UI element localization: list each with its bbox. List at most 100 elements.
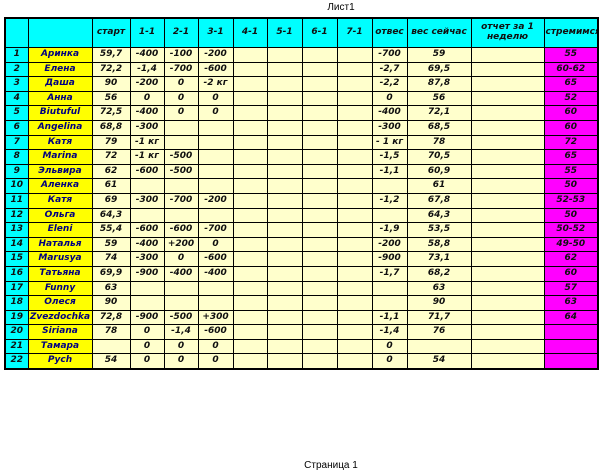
value-cell bbox=[266, 61, 303, 78]
value-cell bbox=[470, 90, 545, 107]
value-cell bbox=[266, 236, 303, 253]
value-cell bbox=[301, 119, 338, 136]
goal-cell bbox=[543, 353, 599, 370]
value-cell bbox=[197, 295, 234, 311]
value-cell bbox=[266, 163, 303, 180]
name-cell: Marusya bbox=[27, 251, 93, 267]
value-cell: -1,4 bbox=[129, 61, 165, 78]
value-cell bbox=[232, 90, 268, 107]
table-row: 18 Олеся 90 90 63 bbox=[4, 295, 599, 311]
table-row: 8 Marina 72 -1 кг -500 -1,5 70,5 65 bbox=[4, 149, 599, 165]
name-cell: Biutuful bbox=[27, 105, 93, 121]
goal-cell: 63 bbox=[543, 295, 599, 311]
value-cell bbox=[336, 105, 373, 121]
value-cell: -1,4 bbox=[163, 324, 199, 340]
value-cell bbox=[301, 265, 338, 282]
value-cell: 0 bbox=[129, 353, 165, 370]
row-number-cell: 19 bbox=[4, 309, 29, 326]
value-cell bbox=[163, 119, 199, 136]
value-cell bbox=[301, 76, 338, 92]
value-cell bbox=[232, 149, 268, 165]
column-header-2-1: 2-1 bbox=[163, 17, 199, 48]
value-cell: 59,7 bbox=[91, 47, 131, 63]
table-row: 19 Zvezdochka 72,8 -900 -500 +300 -1,1 71,7 64 bbox=[4, 309, 599, 326]
table-row: 14 Наталья 59 -400 +200 0 -200 58,8 49-50 bbox=[4, 236, 599, 253]
row-number-cell: 15 bbox=[4, 251, 29, 267]
value-cell bbox=[470, 76, 545, 92]
value-cell bbox=[232, 295, 268, 311]
value-cell bbox=[266, 324, 303, 340]
value-cell: 68,8 bbox=[91, 119, 131, 136]
table-row: 11 Катя 69 -300 -700 -200 -1,2 67,8 52-53 bbox=[4, 192, 599, 209]
value-cell: -200 bbox=[129, 76, 165, 92]
value-cell: 69,9 bbox=[91, 265, 131, 282]
value-cell: 59 bbox=[406, 47, 472, 63]
value-cell bbox=[470, 105, 545, 121]
goal-cell: 72 bbox=[543, 134, 599, 151]
name-cell: Даша bbox=[27, 76, 93, 92]
value-cell: 53,5 bbox=[406, 222, 472, 238]
value-cell bbox=[197, 280, 234, 297]
value-cell: 0 bbox=[197, 353, 234, 370]
value-cell: -400 bbox=[197, 265, 234, 282]
value-cell bbox=[197, 207, 234, 224]
value-cell: -600 bbox=[197, 61, 234, 78]
goal-cell: 60 bbox=[543, 105, 599, 121]
value-cell: 0 bbox=[163, 338, 199, 355]
table-row: 1 Аринка 59,7 -400 -100 -200 -700 59 55 bbox=[4, 47, 599, 63]
value-cell bbox=[301, 192, 338, 209]
value-cell bbox=[301, 324, 338, 340]
value-cell bbox=[232, 105, 268, 121]
value-cell bbox=[470, 353, 545, 370]
value-cell: 87,8 bbox=[406, 76, 472, 92]
value-cell: 0 bbox=[163, 76, 199, 92]
goal-cell: 52 bbox=[543, 90, 599, 107]
value-cell bbox=[301, 251, 338, 267]
table-header: старт 1-1 2-1 3-1 4-1 5-1 6-1 7-1 отвес вес сейча… bbox=[4, 17, 599, 48]
value-cell: -200 bbox=[197, 192, 234, 209]
table-row: 9 Эльвира 62 -600 -500 -1,1 60,9 55 bbox=[4, 163, 599, 180]
value-cell: 0 bbox=[197, 236, 234, 253]
table-row: 17 Funny 63 63 57 bbox=[4, 280, 599, 297]
row-number-cell: 2 bbox=[4, 61, 29, 78]
value-cell bbox=[336, 149, 373, 165]
value-cell bbox=[470, 134, 545, 151]
goal-cell: 55 bbox=[543, 163, 599, 180]
value-cell: -600 bbox=[197, 324, 234, 340]
value-cell: 0 bbox=[197, 105, 234, 121]
value-cell: 78 bbox=[406, 134, 472, 151]
goal-cell: 52-53 bbox=[543, 192, 599, 209]
value-cell: -1 кг bbox=[129, 134, 165, 151]
goal-cell: 50 bbox=[543, 178, 599, 194]
value-cell: -400 bbox=[129, 105, 165, 121]
value-cell: -700 bbox=[197, 222, 234, 238]
value-cell bbox=[301, 134, 338, 151]
value-cell bbox=[336, 295, 373, 311]
value-cell bbox=[470, 119, 545, 136]
value-cell bbox=[232, 207, 268, 224]
row-number-cell: 21 bbox=[4, 338, 29, 355]
value-cell bbox=[232, 353, 268, 370]
value-cell bbox=[301, 178, 338, 194]
value-cell bbox=[301, 280, 338, 297]
value-cell: 58,8 bbox=[406, 236, 472, 253]
value-cell: 59 bbox=[91, 236, 131, 253]
value-cell: 60,9 bbox=[406, 163, 472, 180]
value-cell bbox=[336, 192, 373, 209]
value-cell bbox=[336, 222, 373, 238]
value-cell bbox=[336, 207, 373, 224]
value-cell: -300 bbox=[129, 251, 165, 267]
name-cell: Аринка bbox=[27, 47, 93, 63]
value-cell bbox=[232, 338, 268, 355]
value-cell bbox=[371, 295, 408, 311]
name-cell: Наталья bbox=[27, 236, 93, 253]
value-cell bbox=[301, 338, 338, 355]
name-cell: Аленка bbox=[27, 178, 93, 194]
value-cell bbox=[301, 295, 338, 311]
column-header-отчет за 1 неделю: отчет за 1 неделю bbox=[470, 17, 545, 48]
value-cell bbox=[232, 222, 268, 238]
value-cell bbox=[336, 324, 373, 340]
value-cell: -1,5 bbox=[371, 149, 408, 165]
value-cell: -1 кг bbox=[129, 149, 165, 165]
column-header-вес сейчас: вес сейчас bbox=[406, 17, 472, 48]
